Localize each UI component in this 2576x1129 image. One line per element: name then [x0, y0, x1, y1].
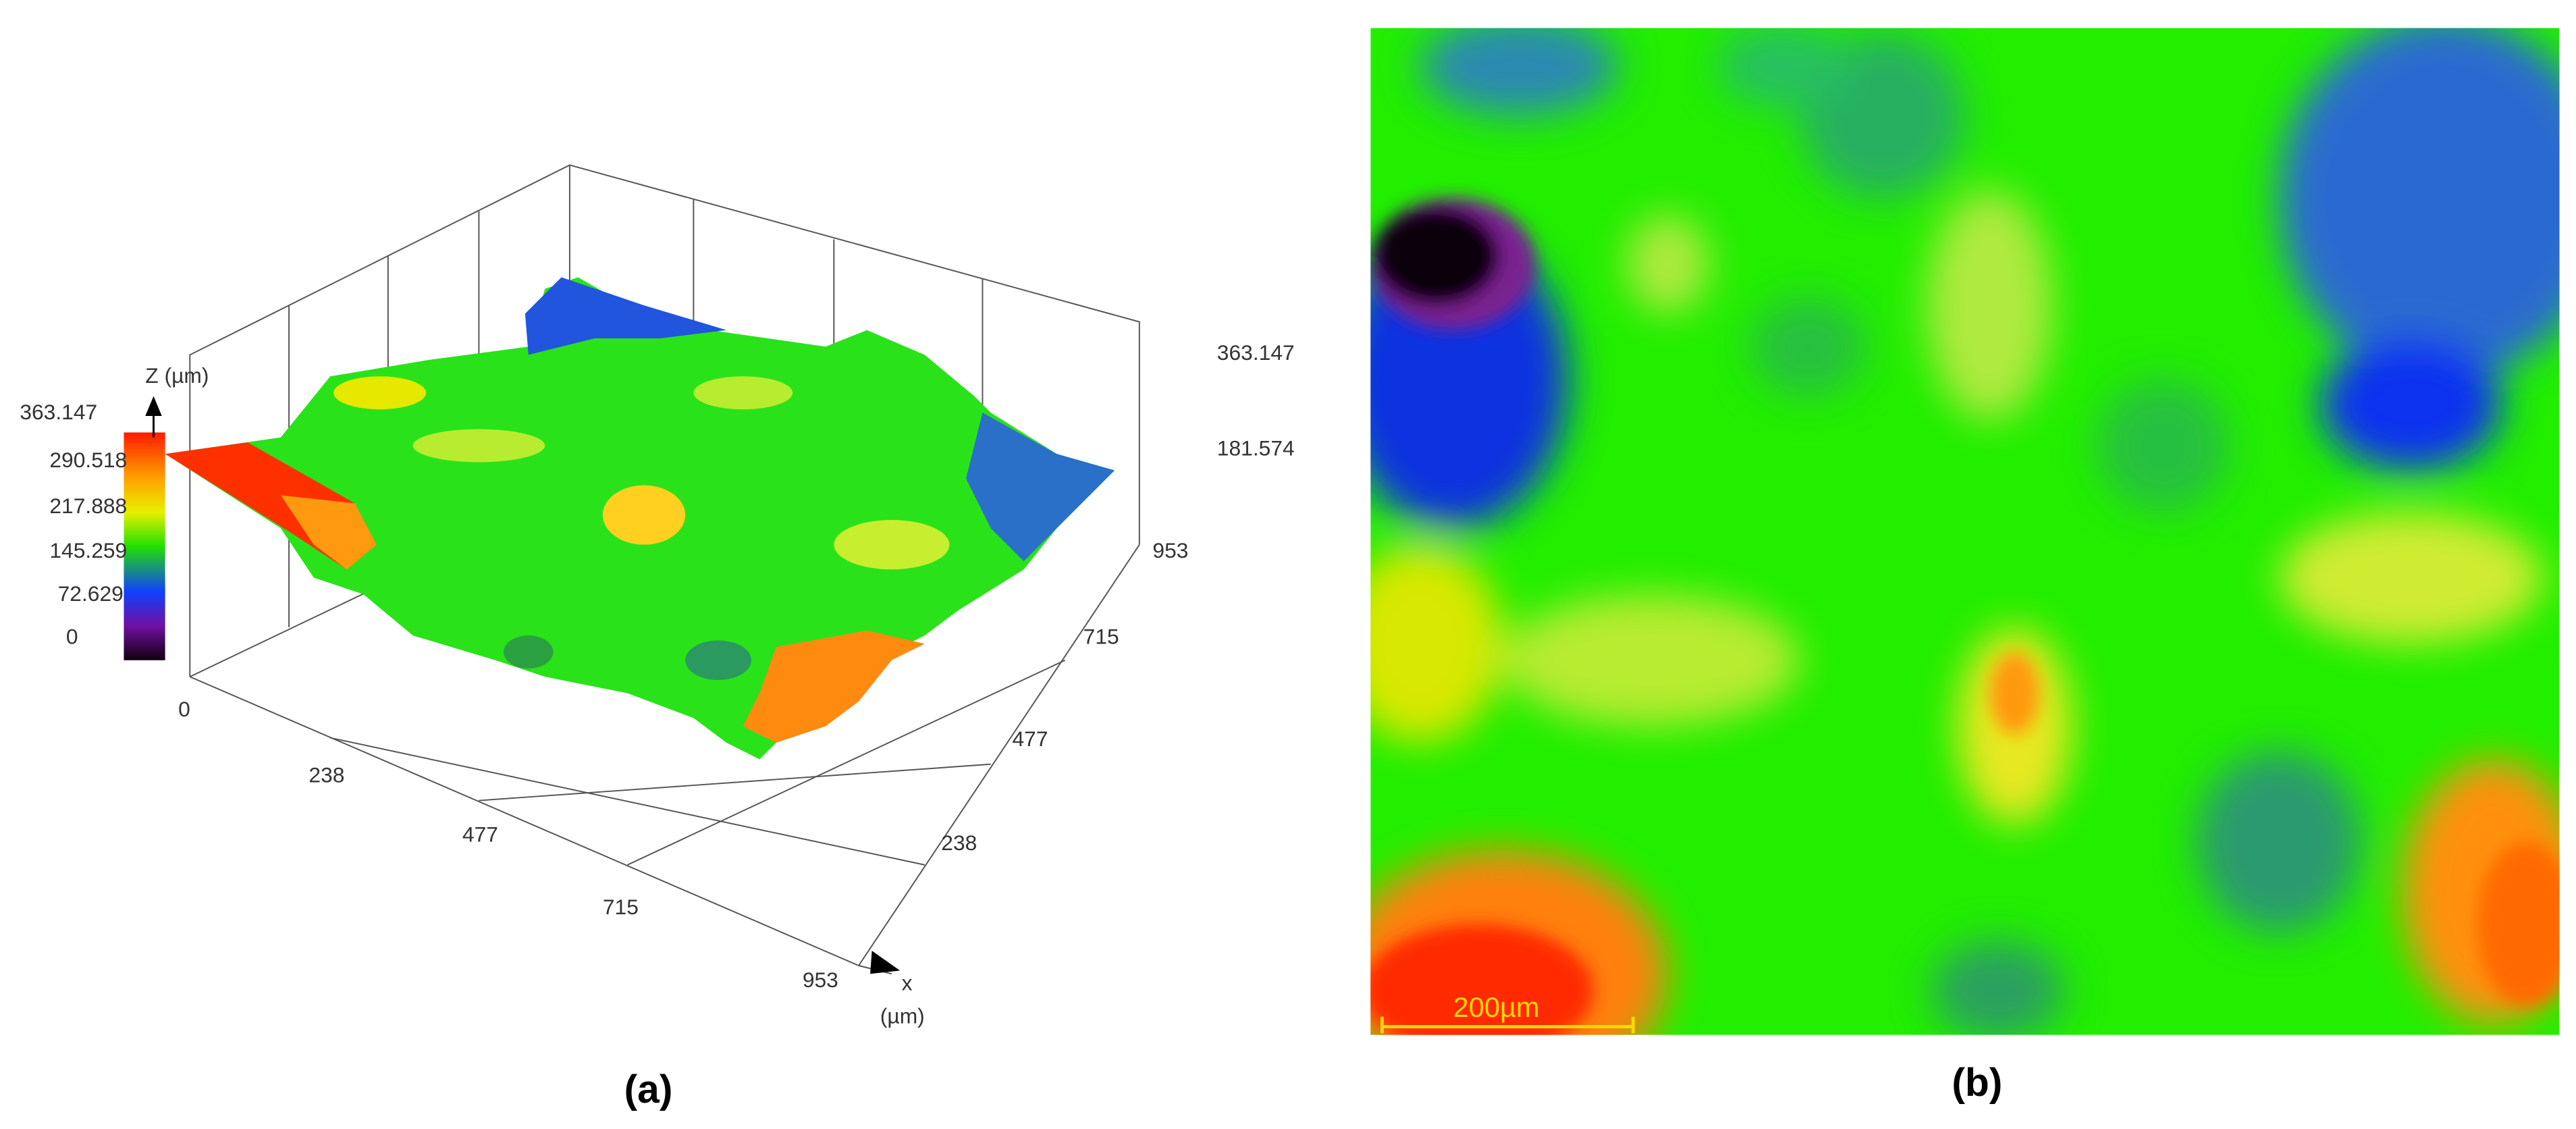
z-tick: 181.574: [1217, 436, 1295, 461]
colorbar-ticks: 363.147 290.518 217.888 145.259 72.629 0: [20, 400, 127, 648]
z-ticks: 363.147 181.574: [1217, 340, 1295, 461]
panel-caption: (b): [1952, 1061, 2002, 1105]
x-axis-label: x: [902, 971, 913, 995]
panel-a: 363.147 290.518 217.888 145.259 72.629 0…: [20, 164, 1295, 1111]
x-axis-unit: (µm): [880, 1004, 925, 1028]
z-axis-label: Z (µm): [145, 363, 209, 388]
z-tick: 363.147: [1217, 340, 1295, 365]
colorbar: [124, 432, 165, 660]
colorbar-tick: 217.888: [49, 494, 127, 518]
panel-caption: (a): [624, 1068, 673, 1111]
colorbar-tick: 145.259: [49, 538, 127, 562]
x-tick: 0: [178, 697, 190, 721]
y-tick: 953: [1152, 538, 1188, 562]
colorbar-tick: 0: [66, 624, 78, 648]
y-tick: 238: [941, 831, 977, 855]
z-axis-arrowhead: [145, 396, 162, 416]
x-axis-arrowhead: [870, 951, 901, 974]
panel-b: 200µm (b): [1370, 28, 2560, 1105]
surface: [165, 277, 1115, 760]
x-ticks: 0 238 477 715 953: [178, 697, 838, 992]
colorbar-tick: 290.518: [49, 448, 127, 472]
x-tick: 238: [308, 763, 344, 787]
x-tick: 953: [803, 968, 838, 992]
colorbar-tick: 72.629: [58, 581, 124, 606]
y-tick: 477: [1012, 727, 1048, 751]
x-tick: 715: [603, 895, 639, 919]
scale-bar-label: 200µm: [1453, 991, 1540, 1023]
height-map: [1370, 28, 2560, 1035]
x-tick: 477: [462, 822, 498, 847]
colorbar-tick: 363.147: [20, 400, 97, 424]
y-ticks: 238 477 715 953: [941, 538, 1188, 855]
y-tick: 715: [1083, 624, 1119, 648]
